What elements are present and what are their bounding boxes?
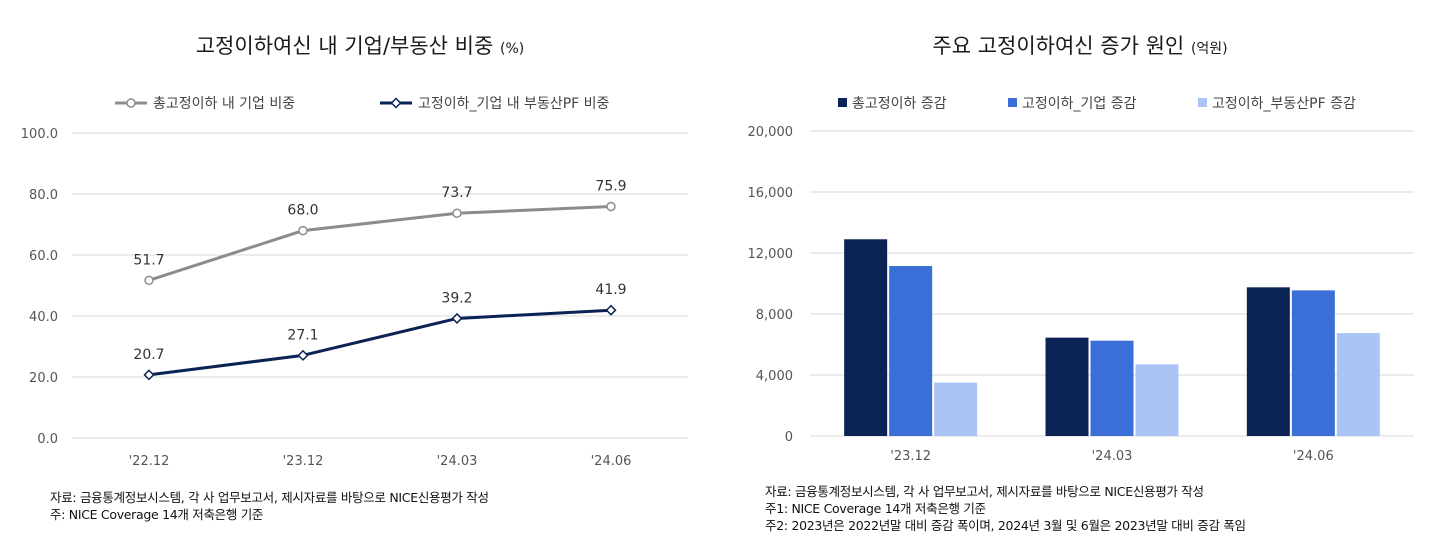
legend-swatch [1198,98,1207,107]
y-tick-label: 8,000 [756,308,793,323]
y-tick-label: 12,000 [748,247,794,262]
bar-chart-footnotes: 자료: 금융통계정보시스템, 각 사 업무보고서, 제시자료를 바탕으로 NIC… [765,483,1246,534]
bar [1135,364,1179,436]
line-chart-title: 고정이하여신 내 기업/부동산 비중 (%) [0,30,720,60]
data-point-diamond [605,304,617,316]
data-point-circle [298,225,308,236]
y-tick-label: 0.0 [37,432,58,447]
bar-chart-title-unit: (억원) [1190,41,1228,57]
legend-swatch [838,98,847,107]
line-chart-svg: 0.0 20.0 40.0 60.0 80.0 100.0 '22.12 '23.12 '24.… [21,96,688,469]
data-point-circle [452,208,462,218]
data-point-diamond [451,312,463,325]
x-tick-label: '24.06 [591,454,632,469]
data-point-diamond [297,349,309,361]
data-label: 27.1 [287,327,318,343]
y-tick-label: 80.0 [29,188,58,203]
data-label: 51.7 [133,252,164,268]
y-tick-label: 20,000 [748,125,794,140]
bar [934,382,978,436]
bar-chart-source-note: 자료: 금융통계정보시스템, 각 사 업무보고서, 제시자료를 바탕으로 NIC… [765,484,1204,499]
data-label: 41.9 [595,282,626,298]
data-label: 73.7 [441,185,472,201]
data-point-circle [144,275,154,286]
bar-chart-note-2: 주2: 2023년은 2022년말 대비 증감 폭이며, 2024년 3월 및 … [765,518,1246,533]
bar [844,239,888,436]
y-tick-label: 40.0 [29,310,58,325]
line-chart-panel: 고정이하여신 내 기업/부동산 비중 (%) 0.0 20.0 40.0 60.0 80… [0,30,720,523]
series-line [148,308,612,377]
bar [889,265,933,436]
data-point-circle [606,201,616,212]
x-tick-label: '24.03 [1092,449,1133,464]
legend-label: 고정이하_기업 증감 [1022,96,1137,112]
x-tick-label: '23.12 [283,454,324,469]
legend-item: 고정이하_기업 내 부동산PF 비중 [380,96,610,112]
bar [1090,340,1134,436]
legend-label: 총고정이하 내 기업 비중 [153,96,295,112]
legend-marker-circle [126,98,136,108]
bar [1045,337,1089,436]
x-tick-label: '24.03 [437,454,478,469]
data-label: 39.2 [441,290,472,306]
data-point-diamond [143,369,155,381]
data-label: 20.7 [133,347,164,363]
y-tick-label: 0 [785,430,793,445]
legend-item: 총고정이하 증감 [838,96,947,112]
legend-label: 고정이하_기업 내 부동산PF 비중 [418,96,610,112]
data-label: 68.0 [287,203,318,219]
legend-swatch [1008,98,1017,107]
y-tick-label: 100.0 [21,127,58,142]
y-tick-label: 4,000 [756,369,793,384]
bar-chart-panel: 주요 고정이하여신 증가 원인 (억원) 0 4,000 8,000 12,000 16… [720,0,1440,560]
x-tick-label: '24.06 [1293,449,1334,464]
line-chart-title-text: 고정이하여신 내 기업/부동산 비중 [195,34,494,58]
legend-marker-diamond [390,97,402,109]
data-label: 75.9 [595,179,626,195]
bar-chart-title-text: 주요 고정이하여신 증가 원인 [932,34,1185,58]
bar-chart-svg: 0 4,000 8,000 12,000 16,000 20,000 '23.12 '24.0… [748,96,1414,464]
legend-item: 총고정이하 내 기업 비중 [115,96,295,112]
bar [1336,333,1380,436]
x-tick-label: '23.12 [890,449,931,464]
line-chart-coverage-note: 주: NICE Coverage 14개 저축은행 기준 [50,507,264,522]
line-chart-footnotes: 자료: 금융통계정보시스템, 각 사 업무보고서, 제시자료를 바탕으로 NIC… [50,489,489,523]
series-line [148,205,612,282]
legend-item: 고정이하_부동산PF 증감 [1198,96,1356,112]
x-tick-label: '22.12 [129,454,170,469]
bar-chart-note-1: 주1: NICE Coverage 14개 저축은행 기준 [765,501,986,516]
line-chart-title-unit: (%) [500,41,525,57]
legend-label: 총고정이하 증감 [852,96,947,112]
legend-item: 고정이하_기업 증감 [1008,96,1137,112]
bar-chart-title: 주요 고정이하여신 증가 원인 (억원) [720,30,1440,60]
bar [1291,290,1335,436]
y-tick-label: 60.0 [29,249,58,264]
y-tick-label: 20.0 [29,371,58,386]
line-chart-source-note: 자료: 금융통계정보시스템, 각 사 업무보고서, 제시자료를 바탕으로 NIC… [50,490,489,505]
y-tick-label: 16,000 [748,186,794,201]
bar [1246,287,1290,436]
legend-label: 고정이하_부동산PF 증감 [1212,96,1356,112]
